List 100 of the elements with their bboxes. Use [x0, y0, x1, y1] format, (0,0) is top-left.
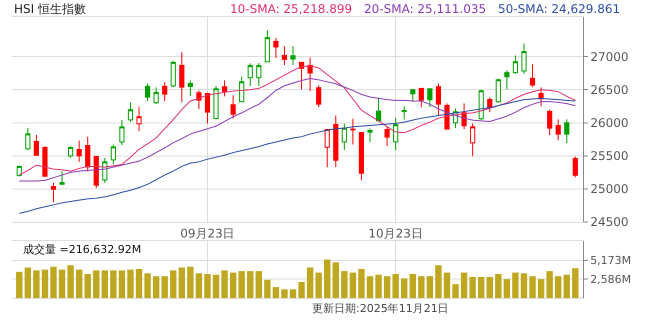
- candlestick: [25, 127, 30, 151]
- y-tick-label: 25000: [590, 182, 629, 196]
- bar: [144, 273, 151, 298]
- bar: [306, 267, 314, 298]
- bar: [290, 289, 296, 298]
- annotation: 成交量 =216,632.92M: [23, 243, 142, 256]
- candlestick: [376, 98, 382, 122]
- y-tick-label: 27000: [590, 50, 629, 64]
- bar: [410, 274, 416, 298]
- candlestick: [42, 146, 48, 177]
- candlestick: [128, 102, 134, 123]
- candlestick: [564, 118, 570, 144]
- candlestick: [85, 136, 90, 172]
- bar: [16, 272, 22, 298]
- bar: [110, 270, 117, 298]
- bar: [435, 265, 442, 298]
- bar: [392, 274, 399, 298]
- candlestick: [384, 126, 390, 147]
- bar: [298, 282, 305, 298]
- bar: [256, 271, 262, 298]
- bar: [504, 279, 510, 298]
- candlestick: [496, 78, 501, 104]
- y-tick-label: 25500: [590, 149, 629, 164]
- candlestick: [427, 88, 432, 108]
- bar: [324, 259, 330, 298]
- candlestick: [213, 86, 219, 120]
- bar: [520, 273, 528, 298]
- text: 更新日期:2025年11月21日: [312, 302, 449, 315]
- text: 20-SMA: 25,111.035: [364, 2, 486, 16]
- bar: [554, 276, 562, 298]
- candlestick: [119, 120, 125, 146]
- bar: [529, 276, 536, 298]
- bar: [187, 266, 194, 298]
- candlestick: [410, 89, 416, 102]
- bar: [196, 273, 202, 298]
- candlestick: [342, 123, 347, 151]
- bar: [58, 270, 66, 298]
- candlestick: [230, 94, 236, 119]
- bar: [221, 270, 228, 298]
- bar: [358, 268, 365, 298]
- candlestick: [222, 80, 228, 97]
- y-tick-label: 26500: [590, 82, 629, 97]
- bar: [127, 270, 134, 298]
- bar: [76, 270, 82, 298]
- bar: [238, 271, 245, 298]
- bar: [426, 276, 434, 298]
- bar: [272, 287, 280, 298]
- candlestick: [34, 134, 39, 156]
- candlestick: [170, 60, 176, 88]
- bar: [495, 274, 502, 298]
- chart-title: HSI 恒生指數: [14, 2, 86, 16]
- bar: [264, 280, 271, 298]
- candlestick: [358, 132, 364, 181]
- candlestick: [273, 37, 278, 58]
- candlestick: [470, 122, 476, 157]
- candlestick: [308, 57, 313, 92]
- bar: [170, 270, 176, 298]
- bar: [366, 276, 374, 298]
- candlestick: [350, 118, 356, 145]
- candlestick: [333, 114, 338, 168]
- bar: [564, 274, 570, 298]
- candlestick: [188, 80, 193, 97]
- y-tick-label: 5,173M: [590, 254, 632, 268]
- candlestick: [110, 144, 116, 165]
- candlestick: [282, 46, 288, 66]
- bar: [67, 265, 74, 298]
- candlestick: [162, 82, 168, 102]
- candlestick: [556, 118, 561, 141]
- candlestick: [512, 54, 518, 74]
- candlestick: [290, 46, 296, 66]
- bar: [350, 272, 356, 298]
- bar: [247, 271, 254, 298]
- line-series: [18, 78, 576, 182]
- text: 50-SMA: 24,629.861: [498, 2, 620, 16]
- bar: [281, 289, 288, 298]
- bar: [375, 274, 382, 298]
- bar: [152, 276, 160, 298]
- bar: [341, 271, 348, 298]
- bar: [118, 270, 126, 298]
- bar: [401, 278, 408, 298]
- bar: [512, 272, 519, 298]
- candlestick: [367, 128, 373, 143]
- candlestick: [436, 82, 442, 116]
- candlestick: [239, 76, 244, 102]
- bar: [204, 274, 211, 298]
- bar: [315, 272, 322, 298]
- candlestick: [316, 84, 322, 108]
- bar: [418, 276, 425, 298]
- bar: [572, 268, 579, 298]
- candlestick: [402, 106, 407, 120]
- candlestick: [547, 108, 552, 136]
- bar: [478, 276, 484, 298]
- bar: [24, 267, 32, 298]
- bar: [33, 270, 40, 298]
- candlestick: [530, 64, 536, 88]
- bar: [452, 284, 459, 298]
- y-tick-label: 2,586M: [590, 273, 632, 286]
- candlestick: [59, 170, 65, 186]
- bar: [212, 274, 220, 298]
- candlestick: [50, 182, 56, 203]
